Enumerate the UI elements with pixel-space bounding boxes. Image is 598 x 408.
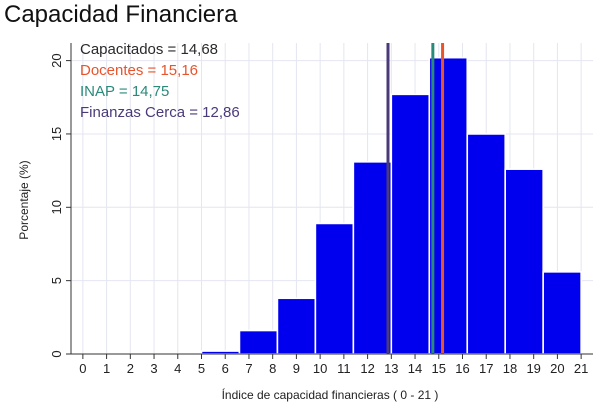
reference-annotation-label: Finanzas Cerca = 12,86 [80,104,240,121]
histogram-bar [276,297,317,355]
x-tick-label: 1 [103,361,110,376]
x-tick-label: 8 [269,361,276,376]
histogram-bar [352,161,393,355]
x-tick-label: 4 [174,361,181,376]
y-tick-label: 20 [49,53,64,67]
x-tick-label: 6 [222,361,229,376]
x-tick-label: 2 [127,361,134,376]
y-tick-label: 15 [49,127,64,141]
y-tick-label: 0 [49,350,64,357]
histogram-bar [314,222,355,355]
x-tick-label: 18 [503,361,517,376]
x-tick-label: 9 [293,361,300,376]
histogram-bar [466,133,507,355]
x-tick-label: 17 [479,361,493,376]
histogram-bars [200,56,582,355]
x-tick-label: 5 [198,361,205,376]
x-tick-label: 3 [150,361,157,376]
reference-lines [386,43,445,354]
y-tick-label: 5 [49,277,64,284]
y-tick-label: 10 [49,200,64,214]
x-tick-labels: 0 1 2 3 4 5 6 7 8 9 10 11 12 13 14 15 16 17 18 19 20 21 [79,361,588,376]
y-tick-labels: 0 5 10 15 20 [49,53,64,357]
axes [66,43,593,359]
histogram-bar [428,56,469,355]
y-axis-label: Porcentaje (%) [17,160,31,239]
x-tick-label: 16 [455,361,469,376]
x-tick-label: 21 [574,361,588,376]
x-tick-label: 11 [337,361,351,376]
reference-annotation-label: INAP = 14,75 [80,83,169,100]
x-tick-label: 19 [526,361,540,376]
x-tick-label: 7 [245,361,252,376]
x-tick-label: 10 [313,361,327,376]
x-tick-label: 15 [432,361,446,376]
reference-annotations: Capacitados = 14,68 Docentes = 15,16 INAP … [80,41,240,121]
histogram-bar [542,271,582,355]
x-tick-label: 20 [550,361,564,376]
reference-annotation-label: Capacitados = 14,68 [80,41,218,58]
histogram-bar [390,93,431,355]
x-tick-label: 0 [79,361,86,376]
histogram-bar [504,168,544,355]
chart-title: Capacidad Financiera [4,1,238,28]
reference-annotation-label: Docentes = 15,16 [80,62,198,79]
x-axis-label: Índice de capacidad financieras ( 0 - 21… [222,387,439,402]
x-tick-label: 13 [384,361,398,376]
x-tick-label: 14 [408,361,422,376]
histogram-bar [238,329,279,355]
x-tick-label: 12 [360,361,374,376]
